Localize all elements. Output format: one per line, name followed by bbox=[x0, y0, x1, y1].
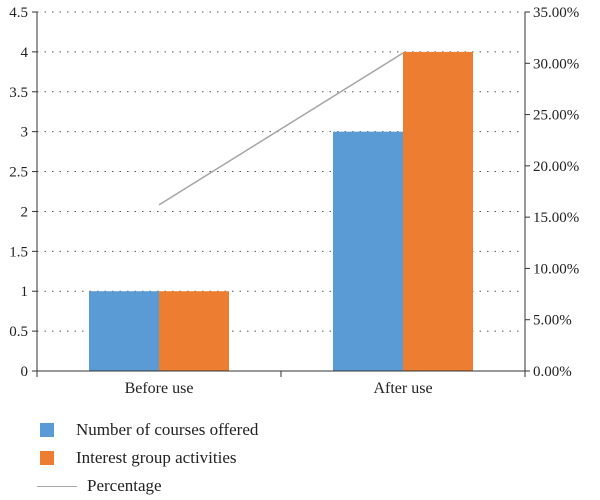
percentage-line-group bbox=[158, 52, 404, 206]
left-tick-label: 4 bbox=[21, 45, 29, 61]
right-axis-ticks: 0.00% 5.00% 10.00% 15.00% 20.00% 25.00% 30.00%… bbox=[525, 5, 579, 380]
bar bbox=[159, 291, 229, 371]
left-tick-label: 0 bbox=[21, 364, 29, 380]
right-tick-label: 20.00% bbox=[533, 159, 579, 175]
legend-item-percentage: Percentage bbox=[37, 472, 258, 500]
legend-item-interest: Interest group activities bbox=[40, 444, 258, 472]
left-tick-label: 0.5 bbox=[9, 324, 28, 340]
right-tick-label: 0.00% bbox=[533, 364, 572, 380]
right-tick-label: 5.00% bbox=[533, 313, 572, 329]
legend: Number of courses offered Interest group… bbox=[37, 416, 258, 500]
right-tick-label: 10.00% bbox=[533, 261, 579, 277]
right-tick-label: 25.00% bbox=[533, 108, 579, 124]
left-tick-label: 4.5 bbox=[9, 5, 28, 21]
legend-label-interest: Interest group activities bbox=[76, 448, 237, 467]
left-axis-ticks: 0 0.5 1 1.5 2 2.5 3 3.5 4 4.5 bbox=[9, 5, 37, 380]
left-tick-label: 3 bbox=[21, 125, 29, 141]
left-tick-label: 3.5 bbox=[9, 85, 28, 101]
left-tick-label: 2.5 bbox=[9, 165, 28, 181]
bar bbox=[403, 51, 473, 372]
bar bbox=[333, 131, 403, 371]
bar bbox=[89, 291, 159, 371]
right-tick-label: 35.00% bbox=[533, 5, 579, 21]
right-tick-label: 30.00% bbox=[533, 56, 579, 72]
category-labels: Before use After use bbox=[125, 380, 433, 397]
category-label: Before use bbox=[125, 380, 194, 397]
legend-swatch-courses bbox=[40, 423, 54, 437]
left-tick-label: 1.5 bbox=[9, 244, 28, 260]
bars bbox=[89, 51, 473, 372]
percentage-line bbox=[158, 52, 404, 206]
legend-swatch-interest bbox=[40, 451, 54, 465]
legend-label-percentage: Percentage bbox=[87, 476, 162, 495]
left-tick-label: 2 bbox=[21, 204, 29, 220]
right-tick-label: 15.00% bbox=[533, 210, 579, 226]
axes bbox=[36, 12, 526, 377]
legend-line-percentage bbox=[37, 485, 77, 487]
legend-item-courses: Number of courses offered bbox=[40, 416, 258, 444]
left-tick-label: 1 bbox=[21, 284, 29, 300]
legend-label-courses: Number of courses offered bbox=[76, 420, 259, 439]
category-label: After use bbox=[373, 380, 432, 397]
